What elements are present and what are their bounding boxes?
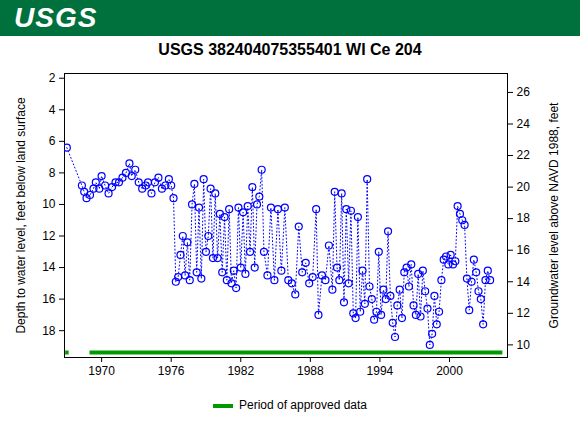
svg-text:10: 10 bbox=[517, 338, 531, 352]
svg-text:2: 2 bbox=[49, 71, 56, 85]
svg-text:18: 18 bbox=[517, 211, 531, 225]
svg-text:1970: 1970 bbox=[88, 364, 115, 378]
svg-text:1982: 1982 bbox=[227, 364, 254, 378]
svg-text:Groundwater level above NAVD 1: Groundwater level above NAVD 1988, feet bbox=[547, 102, 561, 329]
svg-text:2000: 2000 bbox=[436, 364, 463, 378]
svg-text:10: 10 bbox=[42, 197, 56, 211]
html-text:USGS 382404075355401 WI Ce 204: USGS 382404075355401 WI Ce 204 bbox=[158, 41, 422, 58]
svg-text:1994: 1994 bbox=[367, 364, 394, 378]
svg-text:20: 20 bbox=[517, 180, 531, 194]
svg-text:24: 24 bbox=[517, 117, 531, 131]
svg-text:Depth to water level, feet bel: Depth to water level, feet below land su… bbox=[14, 97, 28, 333]
svg-text:16: 16 bbox=[42, 292, 56, 306]
svg-text:26: 26 bbox=[517, 85, 531, 99]
svg-text:4: 4 bbox=[49, 103, 56, 117]
svg-text:14: 14 bbox=[517, 275, 531, 289]
svg-text:6: 6 bbox=[49, 134, 56, 148]
svg-text:16: 16 bbox=[517, 243, 531, 257]
svg-text:12: 12 bbox=[517, 306, 531, 320]
svg-text:22: 22 bbox=[517, 148, 531, 162]
html-text:USGS: USGS bbox=[14, 2, 98, 33]
svg-text:18: 18 bbox=[42, 324, 56, 338]
svg-text:12: 12 bbox=[42, 229, 56, 243]
svg-text:1976: 1976 bbox=[158, 364, 185, 378]
svg-text:14: 14 bbox=[42, 260, 56, 274]
svg-text:8: 8 bbox=[49, 166, 56, 180]
svg-text:1988: 1988 bbox=[297, 364, 324, 378]
html-text:Period of approved data: Period of approved data bbox=[239, 398, 367, 412]
